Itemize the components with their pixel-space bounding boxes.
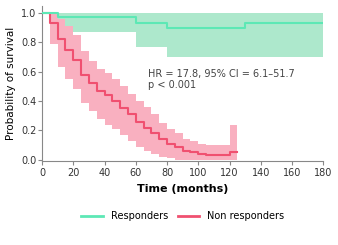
Y-axis label: Probability of survival: Probability of survival	[5, 27, 16, 140]
Legend: Responders, Non responders: Responders, Non responders	[77, 207, 288, 225]
X-axis label: Time (months): Time (months)	[137, 184, 228, 194]
Text: HR = 17.8, 95% CI = 6.1–51.7
p < 0.001: HR = 17.8, 95% CI = 6.1–51.7 p < 0.001	[148, 69, 295, 90]
